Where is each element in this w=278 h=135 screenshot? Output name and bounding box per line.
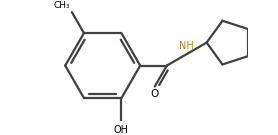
Text: NH: NH — [179, 41, 194, 51]
Text: OH: OH — [114, 125, 129, 135]
Text: CH₃: CH₃ — [53, 1, 70, 10]
Text: O: O — [151, 90, 159, 99]
